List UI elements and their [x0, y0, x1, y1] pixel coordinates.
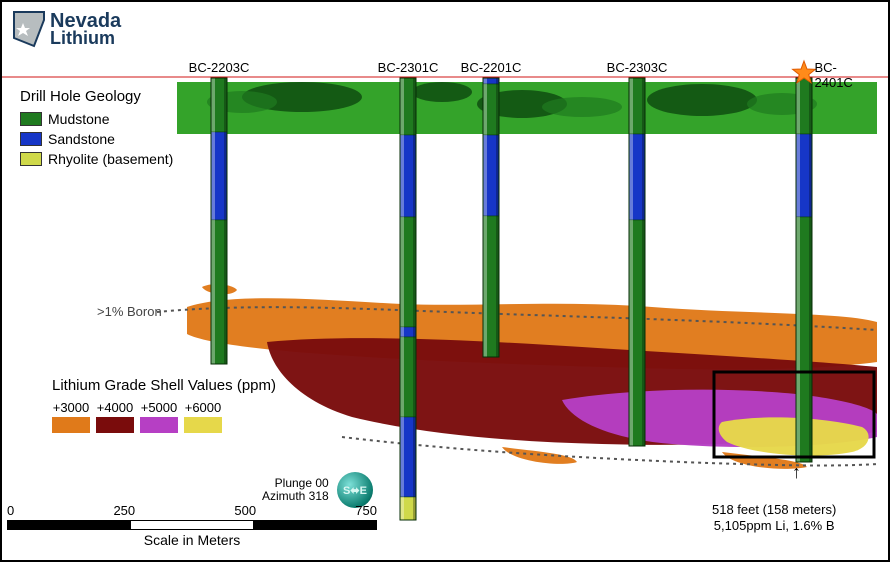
legend-grade-item: +5000 [140, 400, 178, 433]
drill-hole-label: BC-2401C [815, 60, 864, 90]
legend-label: Mudstone [48, 111, 109, 127]
legend-grade-item: +6000 [184, 400, 222, 433]
cross-section-svg [2, 2, 890, 562]
legend-geology-item: Sandstone [20, 131, 173, 147]
legend-grade-item: +4000 [96, 400, 134, 433]
legend-geology-title: Drill Hole Geology [20, 88, 173, 105]
legend-swatch [184, 417, 222, 433]
callout: 518 feet (158 meters) 5,105ppm Li, 1.6% … [712, 502, 836, 533]
scale-caption: Scale in Meters [7, 532, 377, 548]
callout-line1: 518 feet (158 meters) [712, 502, 836, 518]
legend-grade-title: Lithium Grade Shell Values (ppm) [52, 377, 276, 394]
legend-geology: Drill Hole Geology Mudstone Sandstone Rhyo… [20, 88, 173, 171]
legend-label: +5000 [141, 400, 178, 415]
azimuth-text: Azimuth 318 [262, 490, 329, 503]
scale-segment [131, 521, 254, 529]
legend-swatch [140, 417, 178, 433]
globe-label: S⬌E [343, 484, 367, 497]
scale-segment [253, 521, 376, 529]
scale-tick: 500 [234, 503, 256, 518]
callout-line2: 5,105ppm Li, 1.6% B [712, 518, 836, 534]
drill-hole-label: BC-2301C [378, 60, 439, 75]
scale-segment [8, 521, 131, 529]
legend-label: Rhyolite (basement) [48, 151, 173, 167]
legend-swatch [96, 417, 134, 433]
legend-swatch [20, 112, 42, 126]
drill-hole-label: BC-2303C [607, 60, 668, 75]
legend-label: +4000 [97, 400, 134, 415]
boron-label: >1% Boron [97, 304, 162, 319]
scale-bar: 0 250 500 750 Scale in Meters [7, 503, 377, 548]
legend-swatch [52, 417, 90, 433]
drill-hole-label: BC-2203C [189, 60, 250, 75]
scale-tick: 0 [7, 503, 14, 518]
legend-label: Sandstone [48, 131, 115, 147]
legend-swatch [20, 152, 42, 166]
legend-geology-item: Rhyolite (basement) [20, 151, 173, 167]
cross-section-figure: Nevada Lithium BC-2203CBC-2301CBC-2201CB… [0, 0, 890, 562]
legend-label: +6000 [185, 400, 222, 415]
legend-label: +3000 [53, 400, 90, 415]
plunge-azimuth: Plunge 00 Azimuth 318 [262, 477, 329, 503]
callout-arrow-icon: ↑ [792, 462, 801, 483]
legend-geology-item: Mudstone [20, 111, 173, 127]
legend-swatch [20, 132, 42, 146]
legend-grade-item: +3000 [52, 400, 90, 433]
drill-hole-label: BC-2201C [461, 60, 522, 75]
scale-tick: 250 [113, 503, 135, 518]
legend-grade: Lithium Grade Shell Values (ppm) +3000 +4… [52, 377, 276, 433]
scale-tick: 750 [355, 503, 377, 518]
